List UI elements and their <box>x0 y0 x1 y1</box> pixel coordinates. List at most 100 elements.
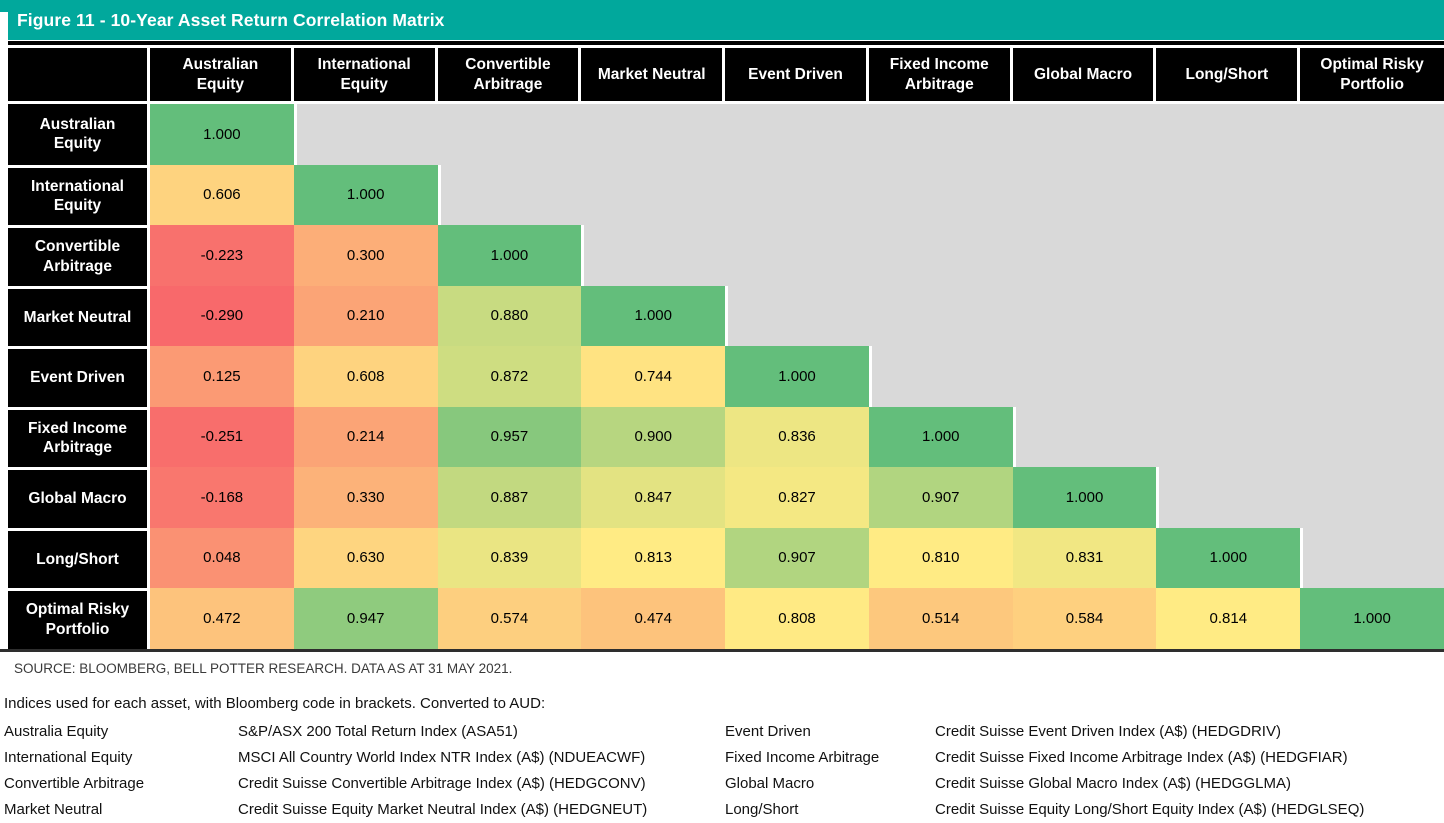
corr-cell-market-neutral-x-market-neutral: 1.000 <box>581 285 726 346</box>
corr-cell-fixed-income-arbitrage-x-convertible-arbitrage: 0.957 <box>437 406 582 467</box>
index-reference-table: Australia Equity S&P/ASX 200 Total Return… <box>4 719 1444 823</box>
empty-cell <box>1156 225 1301 286</box>
figure-title-band: Figure 11 - 10-Year Asset Return Correla… <box>0 0 1444 40</box>
index-name-convertible-arbitrage: Credit Suisse Convertible Arbitrage Inde… <box>238 775 646 792</box>
corr-cell-global-macro-x-global-macro: 1.000 <box>1012 467 1157 528</box>
index-asset-event-driven: Event Driven <box>725 723 811 740</box>
index-name-australia-equity: S&P/ASX 200 Total Return Index (ASA51) <box>238 723 518 740</box>
row-header-international-equity: International Equity <box>8 164 150 225</box>
corr-cell-fixed-income-arbitrage-x-australian-equity: -0.251 <box>150 406 294 467</box>
corr-cell-australian-equity-x-australian-equity: 1.000 <box>150 104 294 165</box>
corr-cell-event-driven-x-market-neutral: 0.744 <box>581 346 726 407</box>
empty-cell <box>725 164 869 225</box>
figure-title: Figure 11 - 10-Year Asset Return Correla… <box>17 9 445 30</box>
corr-cell-optimal-risky-portfolio-x-convertible-arbitrage: 0.574 <box>437 588 582 649</box>
empty-cell <box>293 104 438 165</box>
empty-cell <box>1156 104 1301 165</box>
corr-cell-market-neutral-x-convertible-arbitrage: 0.880 <box>437 285 582 346</box>
corr-cell-optimal-risky-portfolio-x-long-short: 0.814 <box>1156 588 1301 649</box>
corr-cell-event-driven-x-event-driven: 1.000 <box>725 346 869 407</box>
corr-cell-global-macro-x-fixed-income-arbitrage: 0.907 <box>868 467 1013 528</box>
corr-cell-global-macro-x-australian-equity: -0.168 <box>150 467 294 528</box>
empty-cell <box>1012 104 1157 165</box>
corr-cell-fixed-income-arbitrage-x-market-neutral: 0.900 <box>581 406 726 467</box>
index-name-global-macro: Credit Suisse Global Macro Index (A$) (H… <box>935 775 1291 792</box>
index-name-fixed-income-arbitrage: Credit Suisse Fixed Income Arbitrage Ind… <box>935 749 1348 766</box>
corr-cell-fixed-income-arbitrage-x-fixed-income-arbitrage: 1.000 <box>868 406 1013 467</box>
index-asset-market-neutral: Market Neutral <box>4 801 103 818</box>
corr-cell-optimal-risky-portfolio-x-fixed-income-arbitrage: 0.514 <box>868 588 1013 649</box>
index-asset-australia-equity: Australia Equity <box>4 723 109 740</box>
index-name-long-short: Credit Suisse Equity Long/Short Equity I… <box>935 801 1365 818</box>
matrix-corner-cell <box>8 48 150 104</box>
corr-cell-optimal-risky-portfolio-x-optimal-risky-portfolio: 1.000 <box>1300 588 1444 649</box>
corr-cell-long-short-x-market-neutral: 0.813 <box>581 527 726 588</box>
corr-cell-market-neutral-x-international-equity: 0.210 <box>293 285 438 346</box>
corr-cell-optimal-risky-portfolio-x-market-neutral: 0.474 <box>581 588 726 649</box>
corr-cell-long-short-x-international-equity: 0.630 <box>293 527 438 588</box>
corr-cell-global-macro-x-international-equity: 0.330 <box>293 467 438 528</box>
corr-cell-event-driven-x-international-equity: 0.608 <box>293 346 438 407</box>
empty-cell <box>1012 406 1157 467</box>
col-header-global-macro: Global Macro <box>1012 48 1157 104</box>
empty-cell <box>1300 104 1444 165</box>
empty-cell <box>1156 406 1301 467</box>
empty-cell <box>581 225 726 286</box>
empty-cell <box>1012 164 1157 225</box>
corr-cell-fixed-income-arbitrage-x-international-equity: 0.214 <box>293 406 438 467</box>
corr-cell-long-short-x-fixed-income-arbitrage: 0.810 <box>868 527 1013 588</box>
corr-cell-international-equity-x-international-equity: 1.000 <box>293 164 438 225</box>
empty-cell <box>868 346 1013 407</box>
corr-cell-long-short-x-global-macro: 0.831 <box>1012 527 1157 588</box>
figure-title-bar: Figure 11 - 10-Year Asset Return Correla… <box>8 0 1444 40</box>
row-header-convertible-arbitrage: Convertible Arbitrage <box>8 225 150 286</box>
title-divider <box>8 41 1444 45</box>
table-bottom-divider <box>0 648 1444 652</box>
empty-cell <box>725 104 869 165</box>
empty-cell <box>1300 406 1444 467</box>
corr-cell-global-macro-x-market-neutral: 0.847 <box>581 467 726 528</box>
empty-cell <box>868 104 1013 165</box>
index-name-international-equity: MSCI All Country World Index NTR Index (… <box>238 749 646 766</box>
corr-cell-optimal-risky-portfolio-x-international-equity: 0.947 <box>293 588 438 649</box>
col-header-optimal-risky-portfolio: Optimal Risky Portfolio <box>1300 48 1444 104</box>
index-name-market-neutral: Credit Suisse Equity Market Neutral Inde… <box>238 801 648 818</box>
corr-cell-long-short-x-convertible-arbitrage: 0.839 <box>437 527 582 588</box>
empty-cell <box>1156 285 1301 346</box>
source-note: SOURCE: BLOOMBERG, BELL POTTER RESEARCH.… <box>14 660 513 676</box>
empty-cell <box>1300 285 1444 346</box>
index-name-event-driven: Credit Suisse Event Driven Index (A$) (H… <box>935 723 1281 740</box>
empty-cell <box>725 225 869 286</box>
col-header-convertible-arbitrage: Convertible Arbitrage <box>437 48 582 104</box>
empty-cell <box>1300 527 1444 588</box>
empty-cell <box>581 104 726 165</box>
empty-cell <box>1012 285 1157 346</box>
empty-cell <box>1156 467 1301 528</box>
corr-cell-fixed-income-arbitrage-x-event-driven: 0.836 <box>725 406 869 467</box>
correlation-matrix: Australian Equity International Equity Con… <box>8 48 1444 649</box>
corr-cell-long-short-x-event-driven: 0.907 <box>725 527 869 588</box>
corr-cell-optimal-risky-portfolio-x-event-driven: 0.808 <box>725 588 869 649</box>
corr-cell-global-macro-x-event-driven: 0.827 <box>725 467 869 528</box>
empty-cell <box>1300 467 1444 528</box>
index-asset-fixed-income-arbitrage: Fixed Income Arbitrage <box>725 749 880 766</box>
col-header-australian-equity: Australian Equity <box>150 48 294 104</box>
col-header-event-driven: Event Driven <box>725 48 869 104</box>
corr-cell-convertible-arbitrage-x-international-equity: 0.300 <box>293 225 438 286</box>
corr-cell-event-driven-x-australian-equity: 0.125 <box>150 346 294 407</box>
empty-cell <box>1300 346 1444 407</box>
row-header-global-macro: Global Macro <box>8 467 150 528</box>
index-asset-global-macro: Global Macro <box>725 775 815 792</box>
empty-cell <box>1012 225 1157 286</box>
col-header-market-neutral: Market Neutral <box>581 48 726 104</box>
empty-cell <box>1012 346 1157 407</box>
corr-cell-global-macro-x-convertible-arbitrage: 0.887 <box>437 467 582 528</box>
corr-cell-convertible-arbitrage-x-australian-equity: -0.223 <box>150 225 294 286</box>
empty-cell <box>1156 164 1301 225</box>
empty-cell <box>868 285 1013 346</box>
empty-cell <box>1156 346 1301 407</box>
corr-cell-convertible-arbitrage-x-convertible-arbitrage: 1.000 <box>437 225 582 286</box>
col-header-international-equity: International Equity <box>293 48 438 104</box>
index-asset-long-short: Long/Short <box>725 801 799 818</box>
empty-cell <box>437 164 582 225</box>
